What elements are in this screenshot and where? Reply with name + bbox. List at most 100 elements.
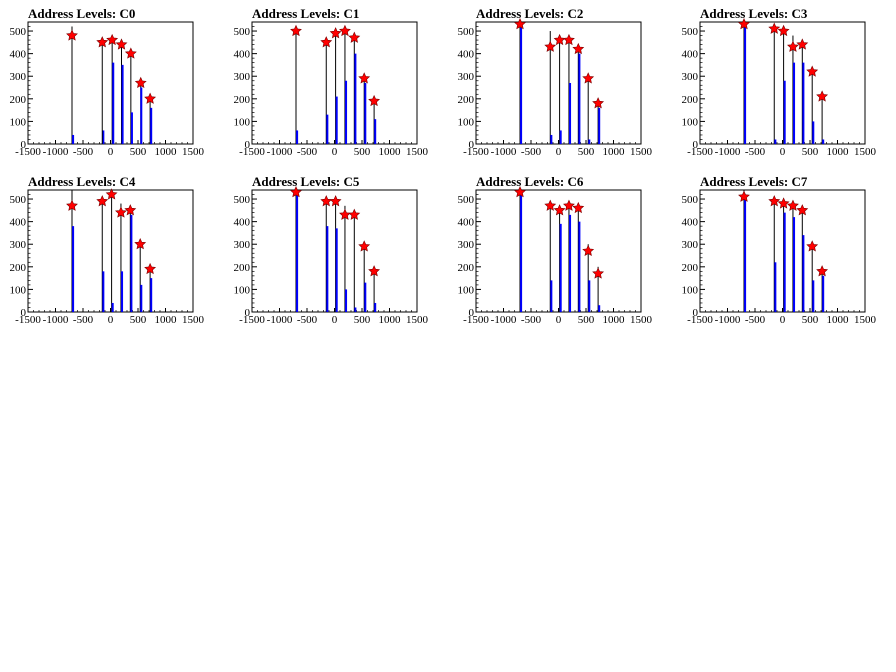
chart-svg: -1500 -1000 -500 0 500 1000 1500 0 100 200 300 400 5… [458,18,653,158]
y-tick-label: 300 [10,71,27,83]
y-tick-label: 300 [458,71,475,83]
peak-marker-star [768,195,781,207]
chart-svg: -1500 -1000 -500 0 500 1000 1500 0 100 200 300 400 5… [234,21,429,158]
y-tick-label: 300 [234,71,251,83]
peak-marker-star [806,240,819,252]
chart-panel: Address Levels: C7 -1500 -1000 -500 0 500 1000… [672,168,896,336]
y-tick-label: 400 [458,217,475,229]
chart-panel: Address Levels: C3 -1500 -1000 -500 0 500 1000… [672,0,896,168]
peak-marker-star [106,33,119,46]
x-tick-label: 1000 [379,146,402,158]
x-tick-label: -500 [745,146,766,158]
x-tick-label: -1500 [463,314,489,326]
peak-marker-star [592,97,605,109]
peak-marker-star [290,24,302,37]
y-tick-label: 300 [682,239,699,251]
x-tick-label: -1000 [715,146,741,158]
peak-marker-star [544,40,557,52]
y-tick-label: 300 [458,239,475,251]
chart-svg: -1500 -1000 -500 0 500 1000 1500 0 100 200 300 400 5… [10,188,205,326]
chart-title: Address Levels: C6 [476,174,584,189]
chart-panel: Address Levels: C4 -1500 -1000 -500 0 500 1000… [0,168,224,336]
x-tick-label: 1500 [854,146,877,158]
peak-marker-star [66,199,78,211]
plot-frame [251,189,418,313]
peak-marker-star [796,204,809,216]
x-tick-label: 1500 [182,146,205,158]
y-tick-label: 100 [234,116,251,128]
peak-marker-star [144,262,157,275]
y-tick-label: 200 [682,262,699,274]
peak-marker-star [96,195,109,207]
plot-frame [251,21,418,145]
peak-marker-star [563,199,575,211]
y-tick-label: 200 [234,94,251,106]
plot-frame [699,21,866,145]
peak-marker-star [738,18,750,30]
peak-marker-star [329,27,342,39]
x-tick-label: 500 [802,146,819,158]
x-tick-label: 1000 [827,314,850,326]
peak-marker-star [544,199,557,211]
peak-marker-star [572,42,585,55]
peak-marker-star [514,186,526,198]
chart-title: Address Levels: C0 [28,6,136,21]
y-tick-label: 0 [693,139,699,151]
peak-marker-star [134,76,147,89]
y-tick-label: 0 [245,307,251,319]
x-tick-label: 500 [130,146,147,158]
y-tick-label: 400 [458,49,475,61]
chart-panel: Address Levels: C1 -1500 -1000 -500 0 500 1000… [224,0,448,168]
x-tick-label: -1000 [267,146,293,158]
x-tick-label: -1500 [463,146,489,158]
x-tick-label: 0 [780,314,786,326]
x-tick-label: -500 [73,146,94,158]
peak-marker-star [105,188,118,200]
x-tick-label: -1500 [687,314,713,326]
chart-title: Address Levels: C5 [252,174,360,189]
y-tick-label: 100 [682,116,699,128]
y-tick-label: 300 [10,239,27,251]
y-tick-label: 200 [458,262,475,274]
y-tick-label: 100 [458,284,475,296]
x-tick-label: -1500 [239,314,265,326]
x-tick-label: 0 [332,314,338,326]
peak-marker-star [806,65,819,77]
chart-title: Address Levels: C3 [700,6,808,21]
y-tick-label: 500 [682,194,699,206]
x-tick-label: 500 [354,146,371,158]
y-tick-label: 400 [682,217,699,229]
y-tick-label: 500 [10,26,27,38]
x-tick-label: 1500 [182,314,205,326]
y-tick-label: 500 [682,26,699,38]
chart-title: Address Levels: C4 [28,174,136,189]
y-tick-label: 100 [10,284,27,296]
y-tick-label: 0 [245,139,251,151]
peak-marker-star [572,201,585,214]
x-tick-label: -500 [521,146,542,158]
peak-marker-star [124,204,137,216]
x-tick-label: 0 [556,146,562,158]
x-tick-label: 1000 [603,146,626,158]
y-tick-label: 500 [10,194,27,206]
chart-title: Address Levels: C2 [476,6,584,21]
y-tick-label: 500 [458,26,475,38]
peak-marker-star [368,265,381,277]
peak-marker-star [553,204,566,216]
chart-svg: -1500 -1000 -500 0 500 1000 1500 0 100 200 300 400 5… [10,21,205,158]
peak-marker-star [134,237,147,250]
x-tick-label: 1000 [827,146,850,158]
x-tick-label: -1000 [43,146,69,158]
chart-svg: -1500 -1000 -500 0 500 1000 1500 0 100 200 300 400 5… [682,189,877,326]
x-tick-label: -500 [521,314,542,326]
peak-marker-star [358,240,371,252]
plot-frame [27,189,194,313]
peak-marker-star [368,94,381,107]
x-tick-label: 500 [354,314,371,326]
x-tick-label: 0 [108,146,114,158]
y-tick-label: 0 [21,307,27,319]
x-tick-label: 1000 [155,146,178,158]
x-tick-label: 1000 [155,314,178,326]
x-tick-label: -500 [297,146,318,158]
